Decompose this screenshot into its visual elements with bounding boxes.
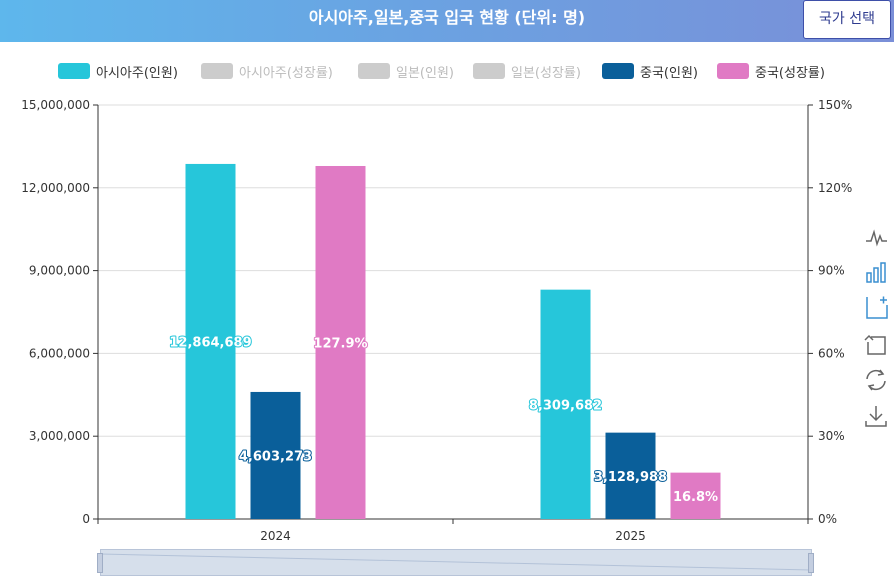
y-left-tick-label: 0 bbox=[82, 512, 90, 526]
y-right-tick-label: 90% bbox=[818, 264, 845, 278]
legend-item-china-count[interactable]: 중국(인원) bbox=[602, 60, 698, 82]
stack-icon[interactable] bbox=[862, 294, 890, 322]
country-select-button[interactable]: 국가 선택 bbox=[803, 0, 891, 39]
y-right-tick-label: 0% bbox=[818, 512, 837, 526]
legend-item-asia-growth[interactable]: 아시아주(성장률) bbox=[201, 60, 333, 82]
legend: 아시아주(인원) 아시아주(성장률) 일본(인원) 일본(성장률) 중국(인원)… bbox=[0, 60, 894, 82]
legend-item-japan-count[interactable]: 일본(인원) bbox=[358, 60, 454, 82]
y-left-tick-label: 6,000,000 bbox=[29, 346, 90, 360]
legend-item-japan-growth[interactable]: 일본(성장률) bbox=[473, 60, 581, 82]
bar-data-label: 3,128,988 bbox=[594, 470, 667, 485]
line-chart-icon[interactable] bbox=[862, 222, 890, 250]
bar bbox=[670, 472, 721, 519]
zoom-handle-left[interactable] bbox=[97, 553, 103, 573]
bar bbox=[605, 432, 656, 519]
zoom-handle-right[interactable] bbox=[808, 553, 814, 573]
bar bbox=[540, 289, 591, 519]
y-left-tick-label: 12,000,000 bbox=[21, 181, 90, 195]
y-left-tick-label: 15,000,000 bbox=[21, 98, 90, 112]
bar-data-label: 4,603,273 bbox=[239, 449, 312, 464]
legend-label: 일본(인원) bbox=[396, 65, 454, 81]
legend-label: 아시아주(인원) bbox=[96, 65, 178, 81]
y-right-tick-label: 30% bbox=[818, 429, 845, 443]
legend-swatch bbox=[201, 63, 233, 79]
legend-label: 아시아주(성장률) bbox=[239, 65, 333, 81]
bar-chart-icon[interactable] bbox=[862, 258, 890, 286]
legend-swatch bbox=[58, 63, 90, 79]
legend-swatch bbox=[358, 63, 390, 79]
legend-item-china-growth[interactable]: 중국(성장률) bbox=[717, 60, 825, 82]
zoom-slider-track[interactable] bbox=[100, 549, 812, 576]
legend-label: 중국(인원) bbox=[640, 65, 698, 81]
bar-data-label: 127.9% bbox=[313, 336, 367, 351]
y-left-tick-label: 3,000,000 bbox=[29, 429, 90, 443]
page-title: 아시아주,일본,중국 입국 현황 (단위: 명) bbox=[308, 8, 586, 27]
legend-swatch bbox=[717, 63, 749, 79]
bar-data-label: 8,309,682 bbox=[529, 398, 602, 413]
header-bar bbox=[0, 0, 894, 42]
legend-swatch bbox=[602, 63, 634, 79]
x-tick-label: 2024 bbox=[260, 529, 291, 543]
bar bbox=[250, 391, 301, 519]
x-tick-label: 2025 bbox=[615, 529, 646, 543]
y-left-tick-label: 9,000,000 bbox=[29, 264, 90, 278]
bar-data-label: 16.8% bbox=[673, 490, 718, 505]
y-right-tick-label: 150% bbox=[818, 98, 852, 112]
legend-label: 중국(성장률) bbox=[755, 65, 825, 81]
bar bbox=[315, 165, 366, 519]
legend-label: 일본(성장률) bbox=[511, 65, 581, 81]
legend-swatch bbox=[473, 63, 505, 79]
y-right-tick-label: 120% bbox=[818, 181, 852, 195]
restore-icon[interactable] bbox=[862, 366, 890, 394]
y-right-tick-label: 60% bbox=[818, 346, 845, 360]
tiled-icon[interactable] bbox=[862, 330, 890, 358]
zoom-preview bbox=[101, 553, 811, 571]
save-image-icon[interactable] bbox=[862, 402, 890, 430]
bar-data-label: 12,864,689 bbox=[169, 335, 251, 350]
legend-item-asia-count[interactable]: 아시아주(인원) bbox=[58, 60, 178, 82]
bar bbox=[185, 163, 236, 520]
